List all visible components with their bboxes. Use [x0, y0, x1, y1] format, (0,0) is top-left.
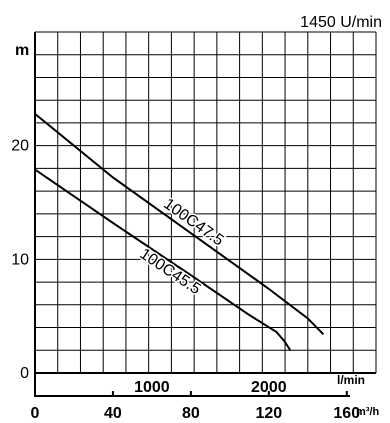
x-axis-label-m3h: m³/h — [356, 406, 380, 418]
y-tick-label: 10 — [11, 251, 29, 268]
y-tick-label: 20 — [11, 138, 29, 155]
series-line — [34, 113, 325, 336]
x-tick-label-m3h: 40 — [104, 405, 122, 422]
chart-title: 1450 U/min — [300, 14, 382, 31]
series-line — [34, 168, 292, 351]
x-axis-label-lmin: l/min — [337, 373, 365, 387]
x-tick-label-lmin: 1000 — [134, 379, 170, 396]
chart-curves — [34, 113, 325, 351]
x-tick-label-m3h: 120 — [255, 405, 282, 422]
series-label: 100C45.5 — [136, 245, 203, 298]
y-axis-label: m — [15, 42, 29, 59]
x-tick-label-m3h: 0 — [31, 405, 40, 422]
x-tick-label-m3h: 160 — [333, 405, 360, 422]
axis-ticks: 0 10 20 1000 2000 0 40 80 120 160 — [11, 138, 360, 422]
y-tick-label: 0 — [20, 365, 29, 382]
x-tick-label-m3h: 80 — [182, 405, 200, 422]
x-tick-label-lmin: 2000 — [251, 379, 287, 396]
chart-grid — [34, 31, 377, 397]
